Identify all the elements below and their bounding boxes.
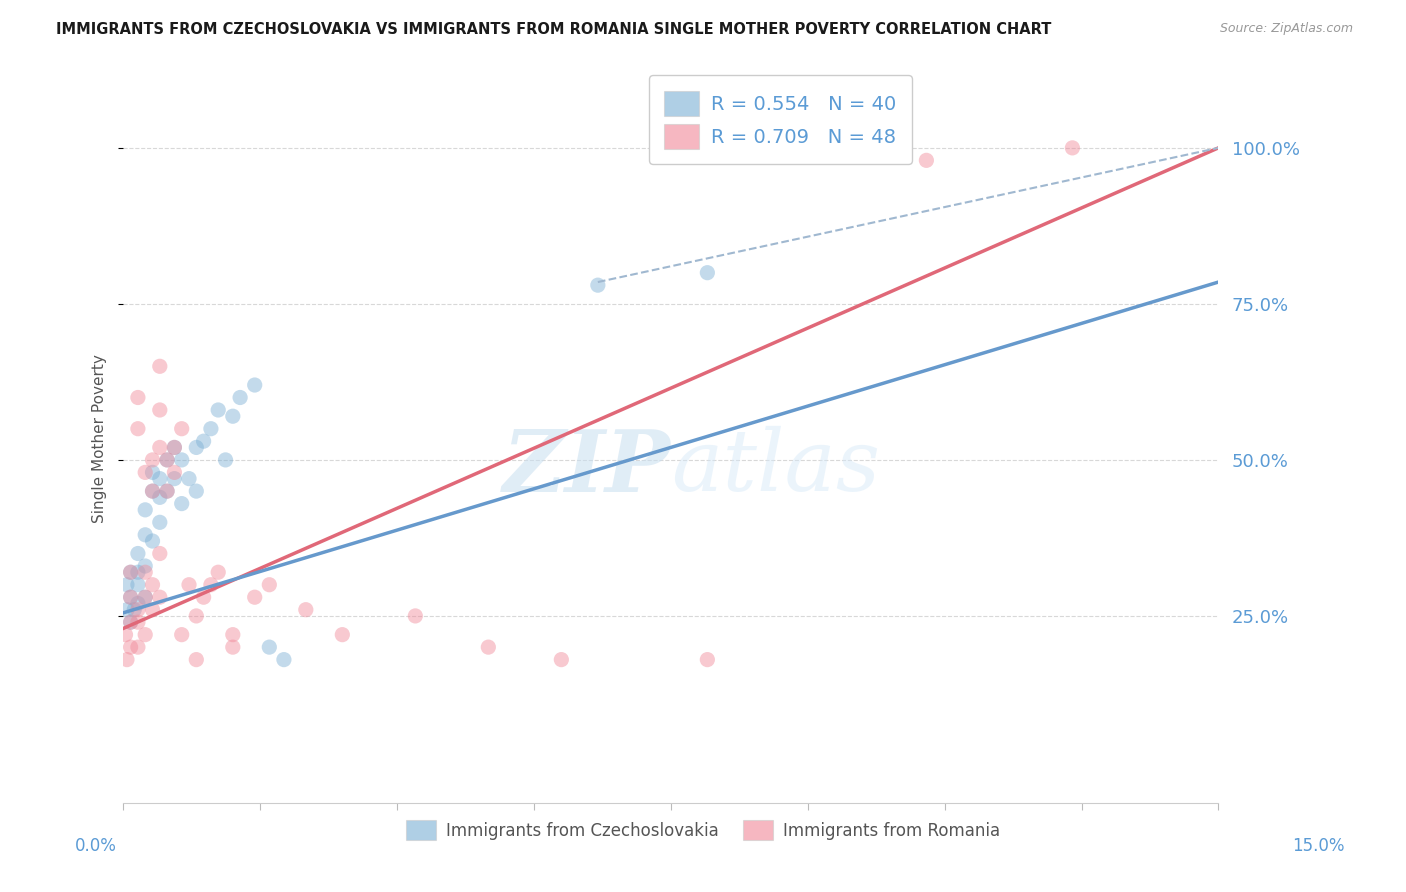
Point [127,578,149,592]
Legend: R = 0.554   N = 40, R = 0.709   N = 48: R = 0.554 N = 40, R = 0.709 N = 48 [648,76,912,164]
Point [330,627,353,641]
Text: atlas: atlas [671,426,880,508]
Point [134,591,156,605]
Point [149,591,172,605]
Point [1062,141,1084,155]
Point [134,528,156,542]
Point [243,378,266,392]
Text: ZIP: ZIP [503,425,671,509]
Point [127,597,149,611]
Point [586,278,609,293]
Point [127,566,149,580]
Point [229,391,252,405]
Point [186,441,208,455]
Point [149,516,172,530]
Point [134,591,156,605]
Point [149,441,172,455]
Point [156,453,179,467]
Point [295,603,318,617]
Point [243,591,266,605]
Point [114,627,136,641]
Point [127,640,149,654]
Point [259,578,281,592]
Point [222,640,245,654]
Point [915,153,938,168]
Point [222,627,245,641]
Point [115,603,138,617]
Point [186,652,208,666]
Point [141,484,163,499]
Point [177,578,200,592]
Point [149,359,172,374]
Point [193,591,215,605]
Point [200,422,222,436]
Point [134,559,156,574]
Point [186,484,208,499]
Point [696,266,718,280]
Point [149,491,172,505]
Point [404,609,426,624]
Point [177,472,200,486]
Point [134,627,156,641]
Point [170,627,193,641]
Point [127,422,149,436]
Point [207,566,229,580]
Point [170,422,193,436]
Point [127,391,149,405]
Point [163,472,186,486]
Point [122,603,145,617]
Point [120,591,142,605]
Point [134,503,156,517]
Legend: Immigrants from Czechoslovakia, Immigrants from Romania: Immigrants from Czechoslovakia, Immigran… [398,812,1008,848]
Point [149,547,172,561]
Point [141,534,163,549]
Point [163,441,186,455]
Point [214,453,236,467]
Point [120,566,142,580]
Point [156,484,179,499]
Point [115,652,138,666]
Point [141,578,163,592]
Point [120,566,142,580]
Point [134,466,156,480]
Point [259,640,281,654]
Point [163,441,186,455]
Point [120,591,142,605]
Point [134,566,156,580]
Point [477,640,499,654]
Point [156,484,179,499]
Point [207,403,229,417]
Point [222,409,245,424]
Point [550,652,572,666]
Point [149,472,172,486]
Point [193,434,215,449]
Point [141,453,163,467]
Point [120,615,142,630]
Point [149,403,172,417]
Point [273,652,295,666]
Point [186,609,208,624]
Point [163,466,186,480]
Point [200,578,222,592]
Point [141,466,163,480]
Text: IMMIGRANTS FROM CZECHOSLOVAKIA VS IMMIGRANTS FROM ROMANIA SINGLE MOTHER POVERTY : IMMIGRANTS FROM CZECHOSLOVAKIA VS IMMIGR… [56,22,1052,37]
Point [696,652,718,666]
Point [127,615,149,630]
Point [120,640,142,654]
Text: Source: ZipAtlas.com: Source: ZipAtlas.com [1219,22,1353,36]
Point [141,603,163,617]
Point [141,484,163,499]
Y-axis label: Single Mother Poverty: Single Mother Poverty [93,353,107,523]
Point [127,547,149,561]
Text: 15.0%: 15.0% [1292,837,1346,855]
Point [170,453,193,467]
Point [120,615,142,630]
Text: 0.0%: 0.0% [75,837,117,855]
Point [156,453,179,467]
Point [127,603,149,617]
Point [115,578,138,592]
Point [170,497,193,511]
